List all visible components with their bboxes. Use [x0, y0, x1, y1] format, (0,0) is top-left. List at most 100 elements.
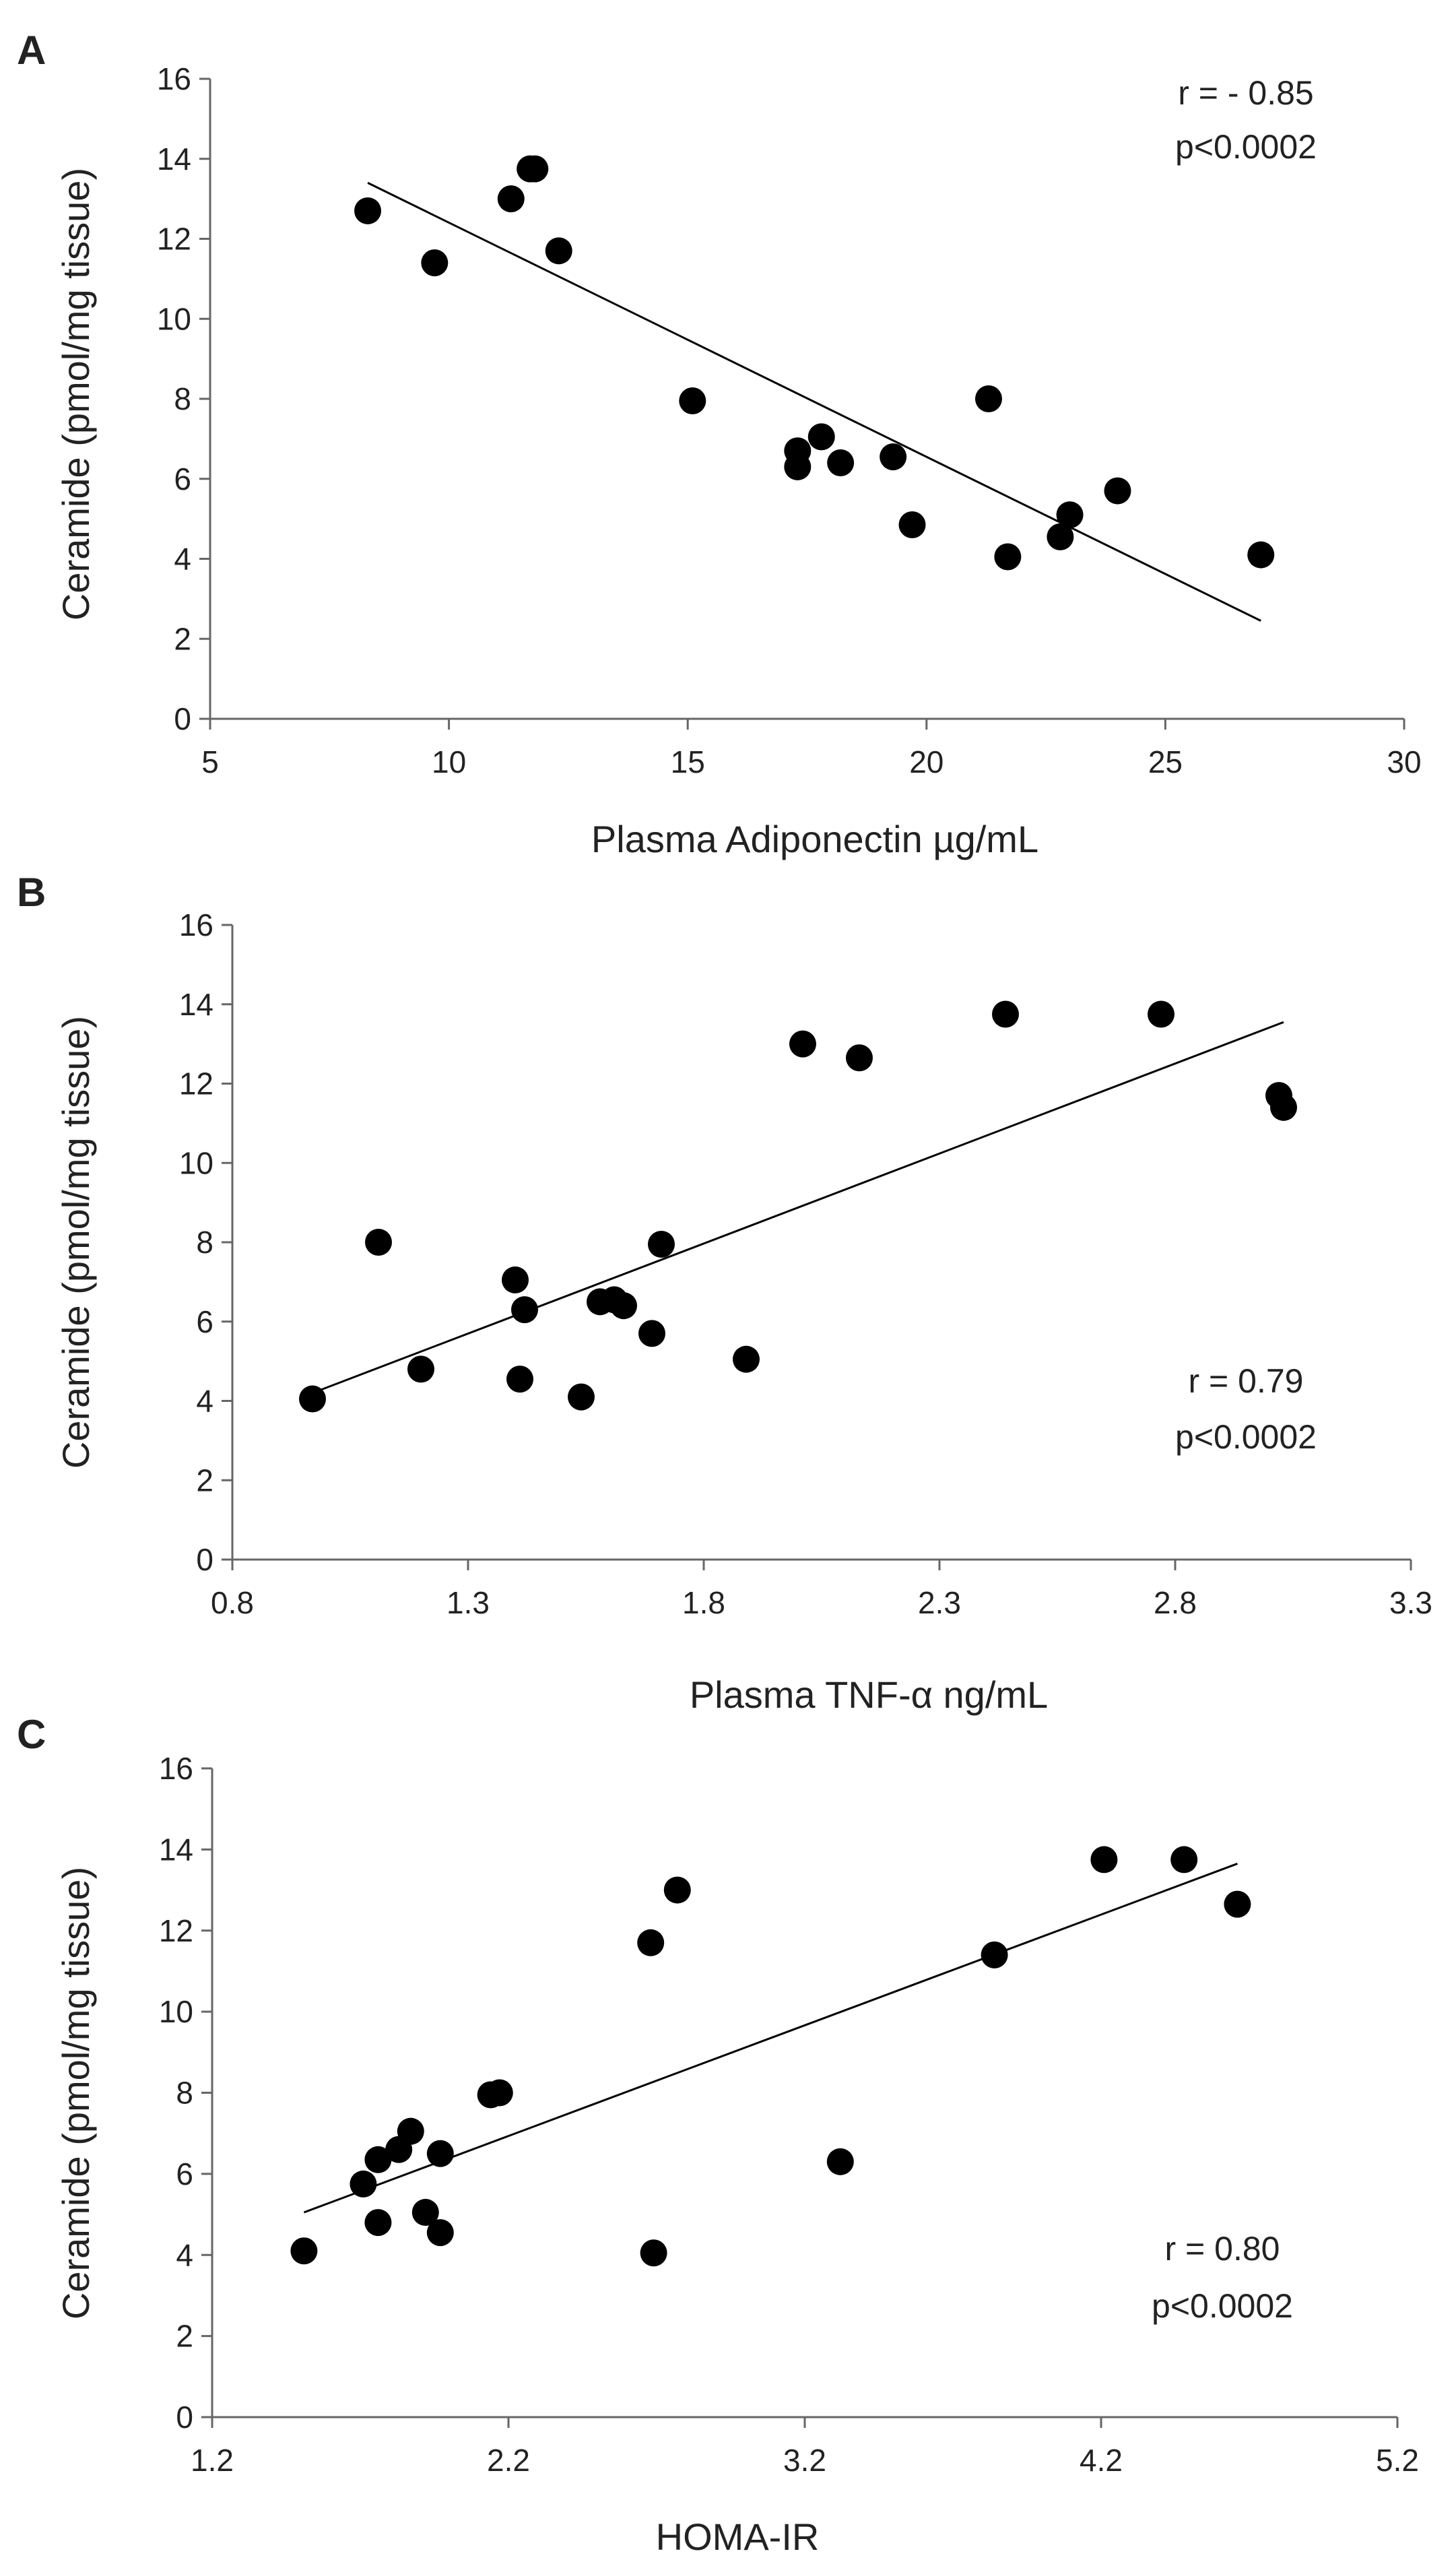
panel-a-data-point — [497, 185, 525, 213]
panel-b-x-tick-label: 2.3 — [918, 1585, 961, 1620]
panel-b-y-tick-label: 10 — [179, 1145, 213, 1180]
panel-b-data-point — [365, 1229, 392, 1256]
panel-a-data-point — [679, 387, 706, 414]
panel-c-x-tick-label: 5.2 — [1376, 2443, 1419, 2478]
panel-b-p-value: p<0.0002 — [1175, 1418, 1317, 1456]
panel-a-data-point — [784, 453, 812, 480]
panel-c-data-point — [426, 2219, 454, 2247]
panel-c-y-axis-label: Ceramide (pmol/mg tissue) — [55, 1867, 97, 2319]
panel-c-data-point — [637, 1929, 665, 1956]
panel-c-data-point — [826, 2148, 854, 2175]
panel-c-data-point — [663, 1876, 691, 1904]
panel-c-data-point — [397, 2117, 424, 2145]
panel-c-x-tick-label: 3.2 — [783, 2443, 826, 2478]
panel-b-x-axis-label: Plasma TNF-α ng/mL — [690, 1673, 1048, 1716]
panel-c-x-tick-label: 1.2 — [191, 2443, 234, 2478]
panel-a-y-tick-label: 6 — [174, 461, 191, 496]
panel-a-y-tick-label: 2 — [174, 621, 191, 656]
panel-a-data-point — [880, 443, 907, 471]
panel-c-y-tick-label: 2 — [176, 2319, 193, 2354]
panel-a-y-tick-label: 16 — [157, 61, 191, 96]
panel-c-y-tick-label: 4 — [176, 2237, 193, 2272]
panel-b-data-point — [568, 1383, 595, 1411]
panel-a-data-point — [994, 543, 1022, 571]
panel-c-trendline — [303, 1863, 1238, 2214]
panel-a-data-point — [974, 385, 1002, 412]
panel-b-data-point — [992, 1000, 1019, 1028]
panel-b-data-point — [502, 1266, 529, 1293]
panel-a-y-axis-label: Ceramide (pmol/mg tissue) — [55, 168, 97, 620]
panel-a: A 0 2 4 6 8 10 12 14 16 5 10 15 20 25 30 Plasma Adipon… — [17, 28, 1422, 860]
panel-b-data-point — [299, 1385, 326, 1413]
panel-b-y-tick-label: 14 — [179, 987, 213, 1022]
panel-c-p-value: p<0.0002 — [1152, 2287, 1293, 2325]
panel-b-data-point — [733, 1345, 760, 1373]
panel-b-plot: 0 2 4 6 8 10 12 14 16 0.8 1.3 1.8 2.3 2.8 3.3 — [179, 907, 1432, 1620]
panel-c-data-point — [640, 2239, 667, 2267]
panel-c-data-point — [1224, 1890, 1251, 1918]
panel-c-data-point — [364, 2146, 392, 2173]
panel-a-y-tick-label: 8 — [174, 381, 191, 416]
panel-a-x-tick-label: 30 — [1387, 744, 1421, 779]
panel-a-data-point — [354, 197, 382, 224]
panel-a-data-point — [1047, 523, 1074, 550]
panel-b-x-tick-label: 3.3 — [1389, 1585, 1432, 1620]
panel-b-y-tick-label: 12 — [179, 1066, 213, 1101]
panel-c-x-tick-label: 2.2 — [487, 2443, 530, 2478]
panel-a-data-point — [1056, 501, 1084, 529]
panel-b-data-point — [1270, 1093, 1297, 1121]
panel-b-x-tick-label: 1.8 — [682, 1585, 725, 1620]
panel-c-y-tick-label: 16 — [159, 1751, 193, 1786]
panel-c-y-tick-label: 8 — [176, 2076, 193, 2111]
panel-a-data-point — [1247, 541, 1275, 569]
panel-c-r-value: r = 0.80 — [1165, 2230, 1280, 2268]
panel-c-y-tick-label: 6 — [176, 2156, 193, 2191]
panel-a-data-point — [807, 423, 835, 451]
panel-c: C 0 2 4 6 8 10 12 14 16 1.2 2.2 3.2 4.2 5.2 HOMA-IR C… — [17, 1712, 1419, 2558]
panel-b-r-value: r = 0.79 — [1189, 1362, 1304, 1400]
panel-a-data-point — [827, 449, 855, 476]
panel-b-x-tick-label: 2.8 — [1154, 1585, 1197, 1620]
panel-a-y-tick-label: 10 — [157, 301, 191, 336]
panel-b-data-point — [1148, 1000, 1174, 1028]
panel-c-data-point — [364, 2209, 392, 2237]
panel-a-trendline — [367, 182, 1261, 622]
panel-a-y-tick-label: 12 — [157, 222, 191, 257]
panel-c-y-tick-label: 14 — [159, 1832, 193, 1867]
panel-a-data-point — [898, 511, 926, 539]
panel-c-data-point — [411, 2199, 439, 2226]
panel-c-data-point — [426, 2140, 454, 2167]
panel-c-data-point — [290, 2237, 318, 2265]
panel-b-y-tick-label: 4 — [196, 1384, 213, 1419]
panel-b-trendline — [312, 1021, 1284, 1395]
panel-c-label: C — [17, 1712, 46, 1757]
panel-b-y-tick-label: 8 — [196, 1225, 213, 1260]
panel-a-data-point — [421, 249, 449, 277]
panel-a-x-tick-label: 20 — [909, 744, 944, 779]
panel-a-p-value: p<0.0002 — [1175, 128, 1317, 166]
panel-c-data-point — [981, 1941, 1008, 1968]
panel-b-y-axis-label: Ceramide (pmol/mg tissue) — [55, 1016, 97, 1469]
panel-b-data-point — [407, 1355, 434, 1383]
panel-c-y-tick-label: 0 — [176, 2400, 193, 2435]
panel-b-data-point — [506, 1366, 533, 1393]
panel-a-data-point — [1104, 477, 1131, 505]
panel-a-data-point — [545, 237, 572, 265]
panel-b-data-point — [511, 1296, 538, 1324]
panel-b: B 0 2 4 6 8 10 12 14 16 0.8 1.3 1.8 2.3 2.8 3.3 Plasma… — [17, 870, 1432, 1716]
panel-b-x-tick-label: 0.8 — [211, 1585, 254, 1620]
panel-c-y-tick-label: 10 — [159, 1994, 193, 2029]
panel-a-x-tick-label: 5 — [201, 744, 219, 779]
panel-a-x-axis-label: Plasma Adiponectin µg/mL — [591, 818, 1038, 860]
panel-b-data-point — [638, 1320, 665, 1347]
panel-c-data-point — [1170, 1846, 1198, 1873]
panel-a-y-tick-label: 4 — [174, 542, 191, 577]
panel-c-plot: 0 2 4 6 8 10 12 14 16 1.2 2.2 3.2 4.2 5.2 — [159, 1751, 1419, 2478]
panel-a-data-point — [521, 155, 549, 183]
panel-a-label: A — [17, 28, 46, 73]
panel-b-data-point — [648, 1230, 675, 1258]
panel-c-x-axis-label: HOMA-IR — [656, 2515, 820, 2558]
panel-b-y-tick-label: 2 — [196, 1463, 213, 1498]
